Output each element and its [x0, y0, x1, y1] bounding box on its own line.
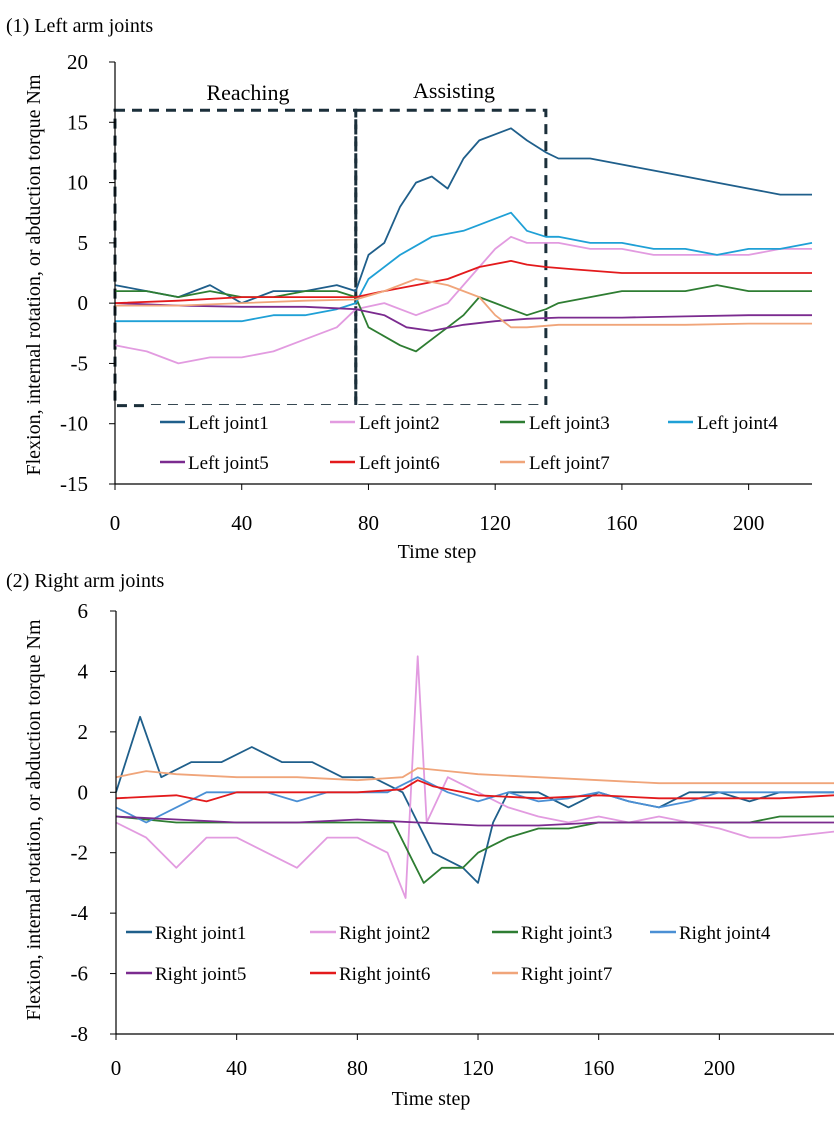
legend: Right joint1 Right joint2 Right joint3 R… [126, 923, 771, 985]
panel-1-x-axis-title: Time step [398, 541, 477, 563]
series-line-left-joint5 [114, 302, 812, 332]
x-tick-label: 200 [733, 511, 765, 535]
region-label-assisting: Assisting [413, 78, 495, 103]
y-tick-label: -6 [71, 962, 89, 986]
legend-label: Right joint7 [521, 964, 612, 985]
series-line-right-joint3 [115, 815, 834, 884]
x-tick-label: 80 [347, 1056, 368, 1080]
y-tick-label: 2 [78, 720, 89, 744]
series-lines [114, 127, 813, 365]
x-tick-label: 160 [606, 511, 638, 535]
region-box-assisting [354, 108, 548, 408]
y-tick-label: -8 [71, 1022, 89, 1046]
region-box-reaching [113, 108, 358, 408]
axes [110, 610, 834, 1040]
y-tick-label: 20 [67, 50, 88, 74]
legend-label: Right joint5 [155, 964, 246, 985]
x-tick-labels: 0 40 80 120 160 200 [111, 1056, 735, 1080]
y-tick-label: 4 [78, 659, 89, 683]
series-line-left-joint2 [114, 235, 812, 365]
series-line-left-joint3 [115, 284, 812, 353]
legend-label: Left joint4 [697, 413, 778, 434]
legend-background [118, 915, 830, 990]
legend-label: Left joint3 [529, 413, 610, 434]
series-line-right-joint4 [115, 776, 834, 824]
left-arm-panel: (1) Left arm joints Flexion, internal ro… [6, 15, 813, 563]
y-tick-label: 0 [78, 780, 89, 804]
legend-label: Left joint5 [188, 453, 269, 474]
x-tick-labels: 0 40 80 120 160 200 [110, 511, 765, 535]
legend-item-left-joint5: Left joint5 [160, 453, 269, 474]
legend-background [150, 405, 810, 479]
legend-item-right-joint6: Right joint6 [310, 964, 430, 985]
x-tick-label: 120 [479, 511, 511, 535]
legend-label: Left joint7 [529, 453, 610, 474]
y-tick-label: -2 [71, 841, 89, 865]
x-tick-label: 40 [226, 1056, 247, 1080]
legend-item-right-joint2: Right joint2 [310, 923, 430, 944]
panel-2-y-axis-title: Flexion, internal rotation, or abduction… [23, 619, 45, 1020]
series-line-left-joint6 [114, 259, 812, 304]
series-line-right-joint2 [115, 655, 834, 899]
series-line-right-joint7 [115, 767, 834, 785]
y-tick-label: 15 [67, 110, 88, 134]
y-tick-label: 6 [78, 599, 89, 623]
y-tick-label: 10 [67, 171, 88, 195]
legend-item-left-joint2: Left joint2 [330, 413, 440, 434]
series-line-left-joint7 [115, 278, 812, 329]
legend-item-right-joint1: Right joint1 [126, 923, 246, 944]
legend-label: Right joint4 [679, 923, 771, 944]
x-tick-label: 120 [462, 1056, 494, 1080]
right-arm-panel: (2) Right arm joints Flexion, internal r… [6, 570, 834, 1110]
legend: Left joint1 Left joint2 Left joint3 Left… [160, 413, 778, 474]
y-tick-label: 0 [78, 291, 89, 315]
y-tick-labels: 20 15 10 5 0 -5 -10 -15 [60, 50, 88, 496]
panel-2-label: (2) Right arm joints [6, 570, 165, 592]
legend-label: Left joint2 [359, 413, 440, 434]
x-tick-label: 80 [358, 511, 379, 535]
legend-label: Left joint1 [188, 413, 269, 434]
y-tick-labels: 6 4 2 0 -2 -4 -6 -8 [71, 599, 89, 1046]
legend-label: Right joint2 [339, 923, 430, 944]
series-line-left-joint1 [114, 127, 812, 305]
y-tick-label: -4 [71, 901, 89, 925]
y-tick-label: -10 [60, 412, 88, 436]
x-tick-label: 0 [110, 511, 121, 535]
series-line-right-joint5 [115, 815, 834, 827]
y-tick-label: -15 [60, 472, 88, 496]
x-tick-label: 160 [583, 1056, 615, 1080]
legend-item-left-joint1: Left joint1 [160, 413, 269, 434]
legend-label: Right joint1 [155, 923, 246, 944]
legend-item-left-joint4: Left joint4 [668, 413, 778, 434]
region-label-reaching: Reaching [206, 80, 289, 105]
panel-1-label: (1) Left arm joints [6, 15, 153, 37]
legend-item-right-joint3: Right joint3 [492, 923, 612, 944]
x-tick-label: 200 [704, 1056, 736, 1080]
series-lines [115, 655, 834, 899]
legend-item-right-joint7: Right joint7 [492, 964, 612, 985]
panel-1-y-axis-title: Flexion, internal rotation, or abduction… [23, 74, 45, 475]
x-tick-label: 0 [111, 1056, 122, 1080]
legend-label: Left joint6 [359, 453, 440, 474]
legend-item-right-joint5: Right joint5 [126, 964, 246, 985]
legend-item-right-joint4: Right joint4 [650, 923, 771, 944]
legend-item-left-joint6: Left joint6 [330, 453, 440, 474]
x-tick-label: 40 [231, 511, 252, 535]
panel-2-x-axis-title: Time step [392, 1088, 471, 1110]
region-labels: Reaching Assisting [206, 78, 495, 105]
region-boxes [113, 108, 548, 408]
series-line-left-joint4 [115, 211, 813, 323]
y-tick-label: -5 [71, 351, 89, 375]
legend-item-left-joint7: Left joint7 [500, 453, 610, 474]
legend-item-left-joint3: Left joint3 [500, 413, 610, 434]
legend-label: Right joint6 [339, 964, 430, 985]
series-line-right-joint6 [115, 779, 834, 803]
legend-label: Right joint3 [521, 923, 612, 944]
axes [109, 61, 812, 490]
y-tick-label: 5 [78, 231, 89, 255]
